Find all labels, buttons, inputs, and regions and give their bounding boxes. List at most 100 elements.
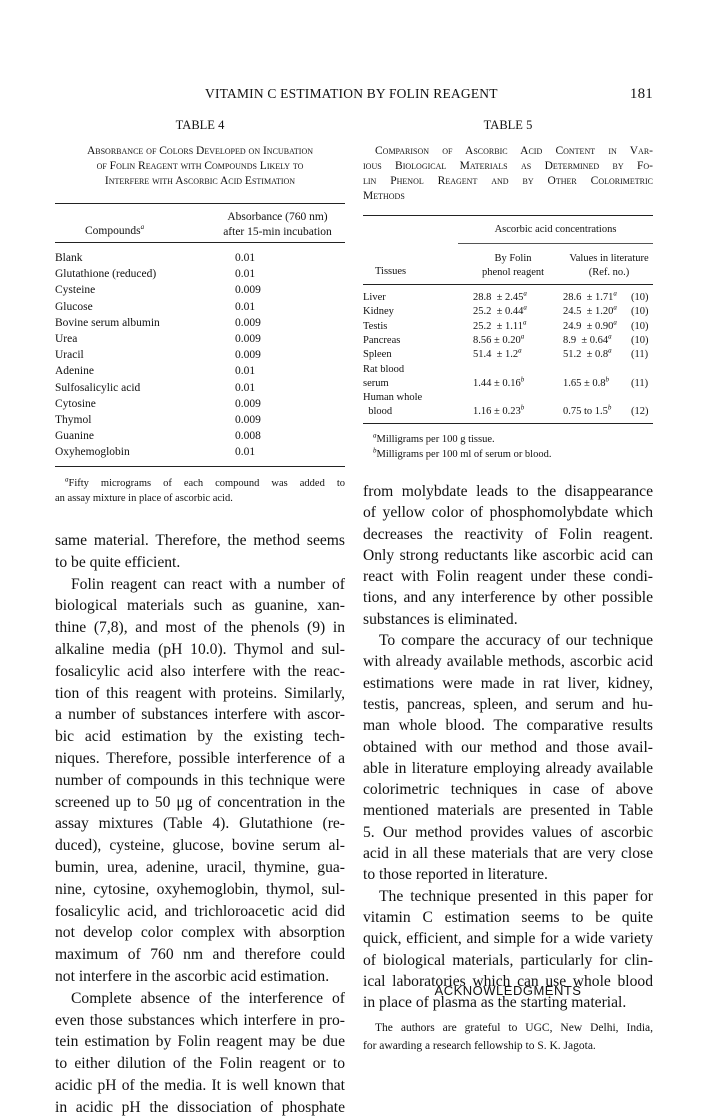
footnote-text: an assay mixture in place of ascorbic ac… [55,493,233,504]
folin-value-cell: 1.16 ± 0.23b [473,404,524,418]
text-line: not interfere in the ascorbic acid estim… [55,967,330,985]
text-line: of yellow color of phosphomolybdate whic… [363,504,653,522]
text-line: quick, efficient, and simple for a wide … [363,930,653,948]
value: 1.16 ± 0.23 [473,406,521,418]
value: 28.6 ± 1.71 [563,292,614,303]
reference-cell: (10) [631,306,649,318]
col-header-literature: Values in literature (Ref. no.) [559,252,659,280]
folin-value-cell: 51.4 ± 1.2a [473,346,522,360]
footnote-text: Fifty micrograms of each compound was ad… [68,478,346,489]
literature-value-cell: 51.2 ± 0.8a [563,346,612,360]
footnote-mark: a [613,318,617,327]
folin-value-cell: 25.2 ± 0.44a [473,304,527,318]
text-line: substances is eliminated. [363,610,518,628]
footnote-mark: b [373,446,377,455]
footnote: bMilligrams per 100 ml of serum or blood… [373,447,653,462]
value: 28.8 ± 2.45 [473,292,524,303]
text-line: niques. Therefore, possible interference… [55,749,345,767]
acknowledgments-heading: ACKNOWLEDGMENTS [434,983,582,998]
tissue-cell: Testis [363,320,388,332]
table-4-label: TABLE 4 [175,118,225,132]
text-line: a number of substances interfere with as… [55,706,345,724]
caption-line: ious Biological Materials as Determined … [363,160,653,172]
text-line: tein estimation by Folin reagent may be … [55,1033,345,1051]
literature-value-cell: 28.6 ± 1.71a [563,289,617,303]
text-line: Complete absence of the interference of [71,989,345,1007]
text-line: 5. Our method provides values of ascorbi… [363,823,653,841]
text-line: fosalicylic acid, and trichloroacetic ac… [55,902,345,920]
literature-value-cell: 24.5 ± 1.20a [563,304,617,317]
caption-line: Interfere with Ascorbic Acid Estimation [104,175,296,187]
value: 1.44 ± 0.16 [473,377,521,389]
text-line: thine (7,8), and most of the phenols (9)… [55,619,345,637]
text-line: assay mixtures (Table 4). Glutathione (r… [55,815,345,833]
tissue-cell: Human whole [363,392,423,404]
footnote-mark: a [65,475,69,484]
absorbance-cell: 0.009 [235,397,261,410]
value: 25.2 ± 1.11 [473,320,523,332]
footnote-mark: a [373,431,377,440]
ack-line: for awarding a research fellowship to S.… [363,1040,596,1052]
table-rule [55,242,345,243]
reference-cell: (10) [631,292,649,303]
text-line: estimations were made in rat liver, kidn… [363,674,653,692]
table-rule [55,203,345,204]
value: 0.75 to 1.5 [563,406,608,418]
body-text-right: from molybdate leads to the disappearanc… [363,481,653,1013]
reference-cell: (11) [631,349,649,361]
text-line: tions, and any interference by other pos… [363,589,653,607]
compound-cell: Bovine serum albumin [55,316,160,329]
absorbance-cell: 0.01 [235,268,256,281]
absorbance-cell: 0.01 [235,446,256,459]
text-line: obtained with our method and those avail… [363,738,653,756]
compound-cell: Uracil [55,349,84,362]
footnote-mark: a [608,332,612,341]
text-line: to be quite efficient. [55,553,181,571]
text-line: decreases the reactivity of Folin reagen… [363,525,653,543]
text-line: number of compounds in this technique we… [55,771,345,789]
col-header-absorbance: Absorbance (760 nm) after 15-min incubat… [205,210,350,240]
compound-cell: Guanine [55,430,94,443]
tissue-cell: blood [363,406,393,418]
literature-value-cell: 8.9 ± 0.64a [563,332,612,346]
reference-cell: (12) [631,406,649,418]
acknowledgments-text: The authors are grateful to UGC, New Del… [363,1019,653,1055]
body-text-left: same material. Therefore, the method see… [55,530,345,1119]
header-text: phenol reagent [481,267,545,278]
compound-cell: Urea [55,333,78,345]
text-line: with already available methods, ascorbic… [363,653,653,671]
header-text: (Ref. no.) [588,267,630,278]
absorbance-cell: 0.009 [235,284,261,297]
col-header-tissues: Tissues [375,266,407,277]
header-text: after 15-min incubation [223,226,332,238]
text-line: from molybdate leads to the disappearanc… [363,483,653,500]
footnote-mark: a [613,289,617,298]
footnote-mark: a [523,318,527,327]
text-line: nine, cytosine, oxyhemoglobin, thymol, s… [55,880,345,898]
caption-line: of Folin Reagent with Compounds Likely t… [96,160,304,172]
compound-cell: Glucose [55,300,93,313]
text-line: fosalicylic acid also interfere with the… [55,662,345,680]
table-5-caption: Comparison of Ascorbic Acid Content in V… [363,144,653,204]
header-text: By Folin [494,253,532,264]
text-line: even those substances which interfere in… [55,1011,345,1029]
table-4-caption: Absorbance of Colors Developed on Incuba… [55,144,345,189]
col-header-compounds: Compoundsa [85,224,144,237]
header-text: Compounds [85,225,141,237]
value: 25.2 ± 0.44 [473,306,524,318]
text-line: testis, pancreas, spleen, and serum and … [363,695,653,713]
compound-cell: Glutathione (reduced) [55,268,157,281]
text-line: bumin, urea, adenine, uracil, thymine, g… [55,858,345,876]
footnote-mark: a [518,346,522,355]
text-line: vitamin C estimation seems to be quite [363,908,653,926]
header-text: Absorbance (760 nm) [227,211,328,223]
footnote-mark: b [520,375,525,384]
table-4-footnote: aFifty micrograms of each compound was a… [55,476,345,506]
text-line: to either dilution of the Folin reagent … [55,1055,345,1073]
text-line: react with Folin reagent under these con… [363,568,653,586]
folin-value-cell: 25.2 ± 1.11a [473,318,527,332]
folin-value-cell: 8.56 ± 0.20a [473,333,524,346]
footnote-mark: a [608,346,612,355]
tissue-cell: serum [363,377,389,389]
footnote-mark: b [607,403,612,412]
